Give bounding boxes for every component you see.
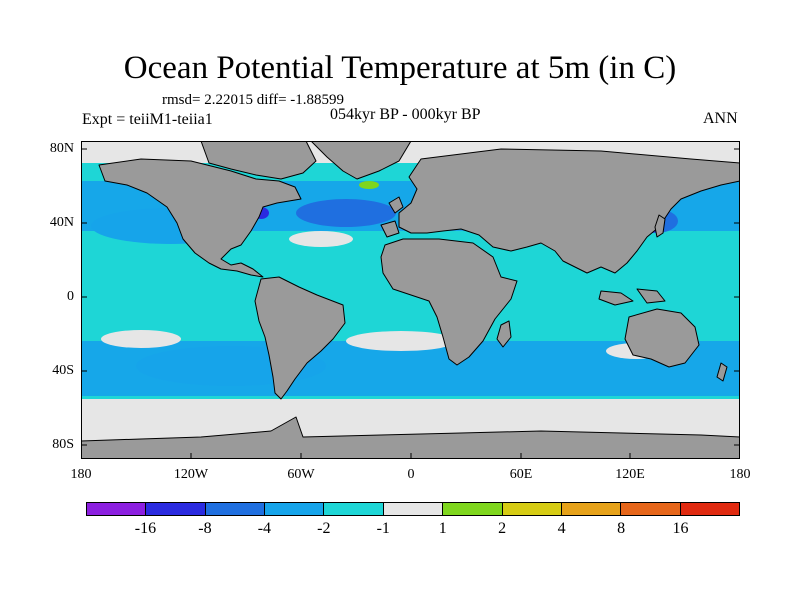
colorbar-box xyxy=(383,502,444,516)
colorbar-label: -4 xyxy=(257,520,272,537)
colorbar-box xyxy=(561,502,622,516)
neutral-patch-spacific xyxy=(101,330,181,348)
neutral-patch-satlantic xyxy=(346,331,456,351)
lon-label-180e: 180 xyxy=(729,467,751,482)
colorbar-label: -2 xyxy=(317,520,331,537)
season-label: ANN xyxy=(703,110,738,127)
iberia-britain xyxy=(380,196,404,238)
colorbar-box xyxy=(621,502,681,516)
period-label: 054kyr BP - 000kyr BP xyxy=(330,106,481,123)
colorbar-label: 16 xyxy=(672,520,689,537)
colorbar-label: 4 xyxy=(557,520,566,537)
map-title: Ocean Potential Temperature at 5m (in C) xyxy=(123,50,677,86)
colorbar-box xyxy=(443,502,503,516)
lon-label-120w: 120W xyxy=(173,467,209,482)
lat-label-40n: 40N xyxy=(49,215,74,230)
new-zealand xyxy=(716,362,728,382)
colorbar-box xyxy=(680,502,740,516)
colorbar-box xyxy=(324,502,384,516)
north-america xyxy=(98,158,302,278)
experiment-label: Expt = teiiM1-teiia1 xyxy=(82,111,213,128)
colorbar-label: -8 xyxy=(198,520,212,537)
neutral-patch-natlantic xyxy=(289,231,353,247)
lon-label-120e: 120E xyxy=(615,467,645,482)
warm-patch-norwegian-sea xyxy=(359,181,379,189)
lon-label-60w: 60W xyxy=(287,467,315,482)
madagascar xyxy=(496,320,512,348)
canadian-arctic xyxy=(200,141,317,180)
temperature-difference-map xyxy=(81,141,740,459)
antarctica xyxy=(81,416,740,459)
lat-label-0: 0 xyxy=(67,289,74,304)
lon-label-60e: 60E xyxy=(509,467,533,482)
greenland xyxy=(310,141,412,180)
colorbar-label: 1 xyxy=(438,520,447,537)
land-masses xyxy=(81,141,740,459)
map-ticks xyxy=(81,148,740,459)
colorbar-box xyxy=(205,502,266,516)
cold-patch-natlantic xyxy=(296,199,396,227)
colorbar xyxy=(86,502,740,516)
lat-label-80s: 80S xyxy=(52,437,74,452)
indonesia xyxy=(598,288,666,306)
colorbar-label: 2 xyxy=(498,520,507,537)
australia xyxy=(624,308,700,368)
eurasia xyxy=(398,148,740,274)
rmsd-diff-stats: rmsd= 2.22015 diff= -1.88599 xyxy=(162,92,345,108)
lat-label-40s: 40S xyxy=(52,363,74,378)
colorbar-box xyxy=(146,502,206,516)
colorbar-label: -16 xyxy=(134,520,157,537)
lon-label-180w: 180 xyxy=(70,467,92,482)
colorbar-label: -1 xyxy=(376,520,390,537)
colorbar-box xyxy=(265,502,325,516)
japan xyxy=(654,214,666,238)
south-america xyxy=(254,276,346,400)
lon-label-0: 0 xyxy=(407,467,415,482)
lat-label-80n: 80N xyxy=(49,141,74,156)
colorbar-label: 8 xyxy=(617,520,626,537)
colorbar-box xyxy=(502,502,562,516)
africa xyxy=(380,238,518,366)
colorbar-box xyxy=(86,502,147,516)
